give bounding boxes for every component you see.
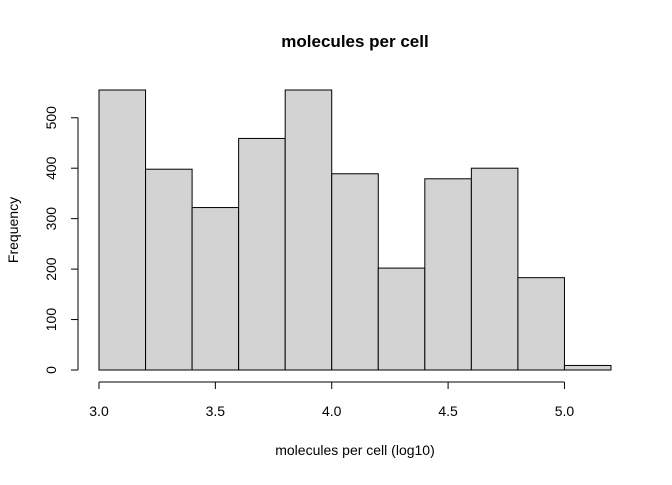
histogram-bar-10 — [563, 364, 612, 371]
histogram-bar-5 — [331, 173, 379, 371]
x-tick-label-3: 4.5 — [438, 403, 458, 419]
y-axis: 0 100 200 300 400 500 — [43, 106, 79, 374]
y-tick-label-0: 0 — [43, 366, 59, 374]
histogram-bar-7 — [424, 178, 472, 371]
y-tick-label-5: 500 — [43, 106, 59, 130]
x-tick-label-2: 4.0 — [322, 403, 342, 419]
bars-group — [98, 89, 612, 371]
histogram-bar-1 — [145, 168, 193, 371]
x-tick-label-4: 5.0 — [555, 403, 575, 419]
y-tick-label-1: 100 — [43, 308, 59, 332]
histogram-bar-9 — [517, 277, 565, 371]
x-axis-title: molecules per cell (log10) — [275, 442, 435, 458]
histogram-bar-8 — [470, 167, 519, 371]
histogram-bar-3 — [238, 137, 286, 371]
chart-title: molecules per cell — [281, 32, 428, 51]
x-tick-label-1: 3.5 — [206, 403, 226, 419]
y-tick-label-4: 400 — [43, 156, 59, 180]
histogram-bar-4 — [284, 89, 333, 371]
y-tick-label-2: 200 — [43, 257, 59, 281]
y-axis-title: Frequency — [5, 197, 21, 263]
y-tick-label-3: 300 — [43, 207, 59, 231]
x-axis: 3.0 3.5 4.0 4.5 5.0 — [89, 381, 575, 419]
histogram-bar-6 — [377, 267, 426, 371]
histogram-bar-0 — [98, 89, 147, 371]
histogram-bar-2 — [191, 207, 240, 371]
x-tick-label-0: 3.0 — [89, 403, 109, 419]
